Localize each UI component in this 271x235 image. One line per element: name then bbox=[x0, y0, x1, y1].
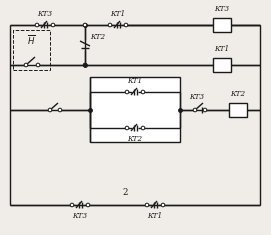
Text: КТ3: КТ3 bbox=[37, 10, 53, 18]
Text: КТ1: КТ1 bbox=[127, 77, 143, 85]
Text: КТ1: КТ1 bbox=[147, 212, 163, 220]
Circle shape bbox=[70, 203, 74, 207]
Circle shape bbox=[35, 23, 39, 27]
Text: КТ3: КТ3 bbox=[214, 5, 230, 13]
Text: КТ2: КТ2 bbox=[90, 33, 105, 41]
Text: КТ2: КТ2 bbox=[230, 90, 246, 98]
Circle shape bbox=[125, 126, 129, 130]
Circle shape bbox=[36, 63, 40, 67]
Bar bbox=[213, 18, 231, 32]
Circle shape bbox=[193, 108, 197, 112]
Bar bbox=[229, 103, 247, 117]
Circle shape bbox=[141, 126, 145, 130]
Bar bbox=[13, 30, 50, 70]
Text: КТ1: КТ1 bbox=[214, 45, 230, 53]
Bar bbox=[213, 58, 231, 72]
Circle shape bbox=[83, 23, 87, 27]
Circle shape bbox=[125, 90, 129, 94]
Circle shape bbox=[24, 63, 28, 67]
Text: 2: 2 bbox=[122, 188, 128, 197]
Circle shape bbox=[141, 90, 145, 94]
Text: КТ3: КТ3 bbox=[72, 212, 88, 220]
Circle shape bbox=[161, 203, 165, 207]
Circle shape bbox=[86, 203, 90, 207]
Circle shape bbox=[51, 23, 55, 27]
Text: $\overline{H}$: $\overline{H}$ bbox=[27, 33, 36, 47]
Circle shape bbox=[48, 108, 52, 112]
Circle shape bbox=[58, 108, 62, 112]
Bar bbox=[90, 77, 180, 142]
Text: КТ3: КТ3 bbox=[189, 93, 205, 101]
Text: КТ1: КТ1 bbox=[111, 10, 125, 18]
Circle shape bbox=[83, 63, 87, 67]
Circle shape bbox=[145, 203, 149, 207]
Circle shape bbox=[124, 23, 128, 27]
Circle shape bbox=[203, 108, 207, 112]
Text: КТ2: КТ2 bbox=[127, 135, 143, 143]
Circle shape bbox=[108, 23, 112, 27]
